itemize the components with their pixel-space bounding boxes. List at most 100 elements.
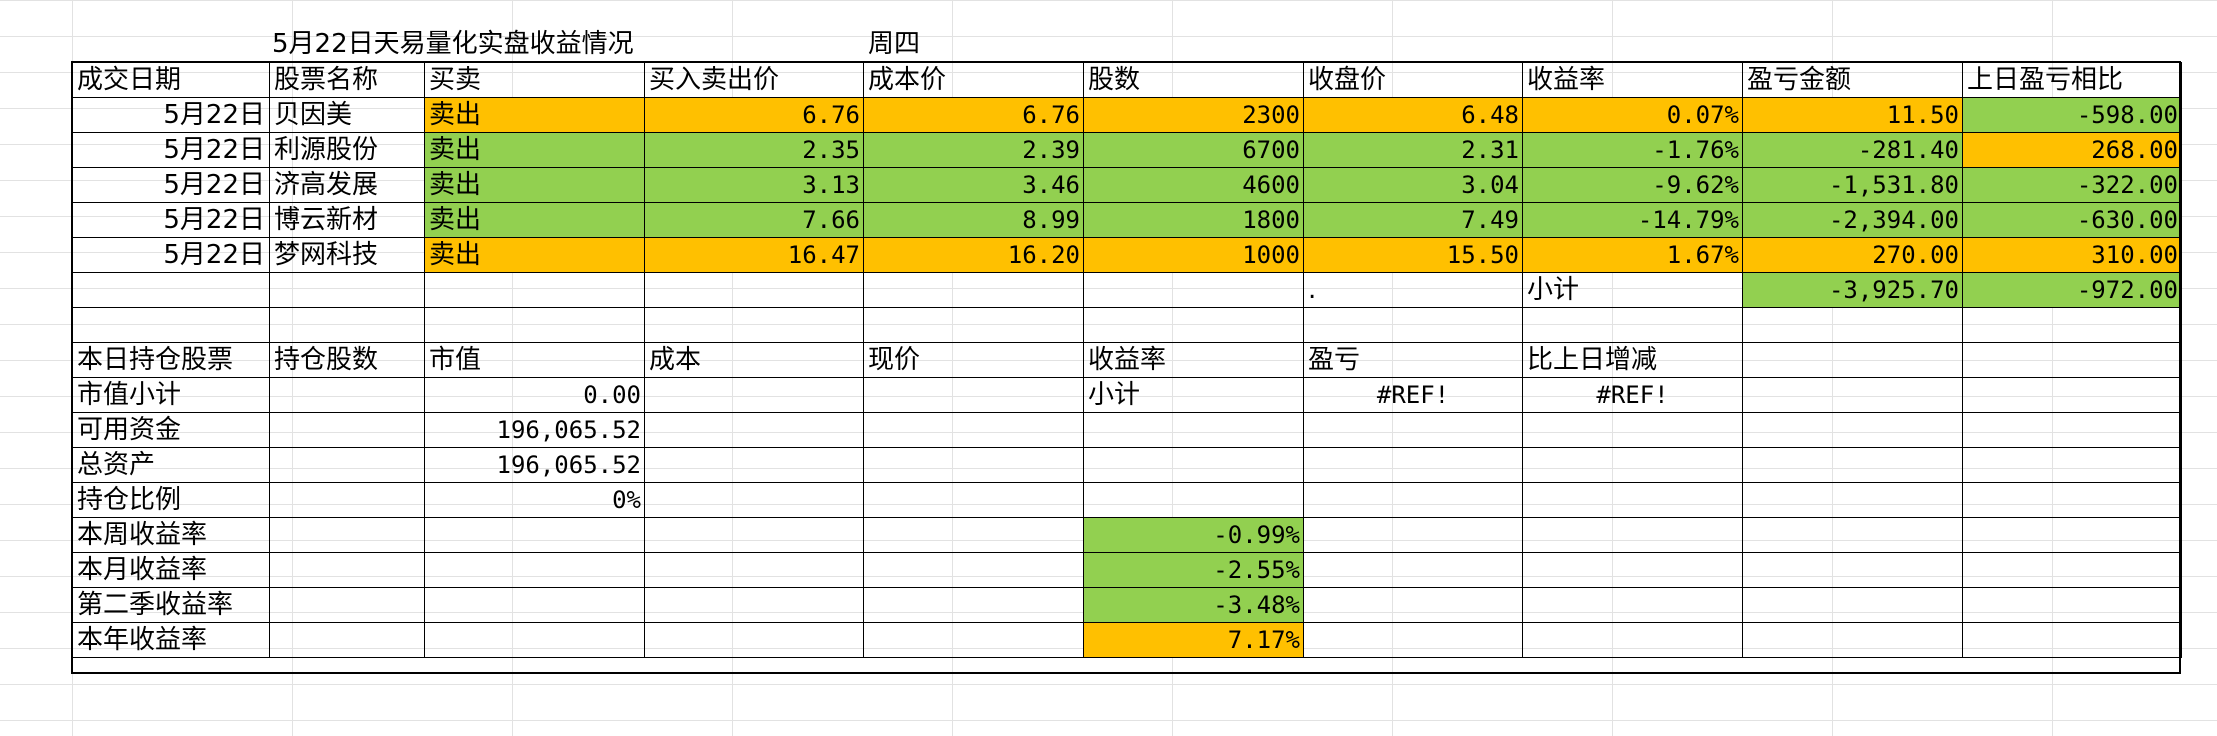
vs-prev-cell[interactable]: -630.00 — [1962, 202, 2182, 238]
empty-cell[interactable] — [1303, 552, 1523, 588]
close-cell[interactable]: 2.31 — [1303, 132, 1523, 168]
holdings-header-shares[interactable]: 持仓股数 — [269, 342, 425, 378]
vs-prev-cell[interactable]: 310.00 — [1962, 237, 2182, 273]
empty-cell[interactable] — [863, 412, 1084, 448]
empty-cell[interactable] — [1742, 307, 1963, 343]
empty-cell[interactable] — [1962, 377, 2182, 413]
empty-cell[interactable] — [269, 552, 425, 588]
empty-cell[interactable] — [1742, 342, 1963, 378]
pnl-cell[interactable]: 270.00 — [1742, 237, 1963, 273]
empty-cell[interactable] — [1303, 482, 1523, 518]
empty-cell[interactable] — [269, 482, 425, 518]
empty-cell[interactable] — [424, 552, 645, 588]
change-ref-cell[interactable]: #REF! — [1522, 377, 1743, 413]
col-header-close[interactable]: 收盘价 — [1303, 62, 1523, 98]
vs-prev-cell[interactable]: -322.00 — [1962, 167, 2182, 203]
empty-cell[interactable] — [863, 622, 1084, 658]
empty-cell[interactable] — [1522, 552, 1743, 588]
empty-cell[interactable] — [269, 272, 425, 308]
holdings-header-change[interactable]: 比上日增减 — [1522, 342, 1743, 378]
week-return-cell[interactable]: -0.99% — [1083, 517, 1304, 553]
empty-cell[interactable] — [1962, 447, 2182, 483]
empty-cell[interactable] — [1962, 412, 2182, 448]
cost-cell[interactable]: 6.76 — [863, 97, 1084, 133]
stock-name-cell[interactable]: 济高发展 — [269, 167, 425, 203]
close-cell[interactable]: 6.48 — [1303, 97, 1523, 133]
week-return-label[interactable]: 本周收益率 — [72, 517, 270, 553]
action-cell[interactable]: 卖出 — [424, 97, 645, 133]
pnl-ref-cell[interactable]: #REF! — [1303, 377, 1523, 413]
trade-date-cell[interactable]: 5月22日 — [72, 237, 270, 273]
empty-cell[interactable] — [1742, 517, 1963, 553]
market-value-cell[interactable]: 0.00 — [424, 377, 645, 413]
return-cell[interactable]: 0.07% — [1522, 97, 1743, 133]
empty-cell[interactable] — [1962, 587, 2182, 623]
action-cell[interactable]: 卖出 — [424, 132, 645, 168]
col-header-date[interactable]: 成交日期 — [72, 62, 270, 98]
close-cell[interactable]: 15.50 — [1303, 237, 1523, 273]
empty-cell[interactable] — [863, 307, 1084, 343]
empty-cell[interactable] — [1083, 412, 1304, 448]
empty-cell[interactable] — [1742, 377, 1963, 413]
empty-cell[interactable] — [644, 272, 864, 308]
cash-label[interactable]: 可用资金 — [72, 412, 270, 448]
empty-cell[interactable] — [1742, 552, 1963, 588]
shares-cell[interactable]: 4600 — [1083, 167, 1304, 203]
action-cell[interactable]: 卖出 — [424, 167, 645, 203]
empty-cell[interactable] — [1742, 622, 1963, 658]
price-cell[interactable]: 2.35 — [644, 132, 864, 168]
empty-cell[interactable] — [644, 552, 864, 588]
col-header-action[interactable]: 买卖 — [424, 62, 645, 98]
empty-cell[interactable] — [863, 377, 1084, 413]
empty-cell[interactable] — [863, 272, 1084, 308]
empty-cell[interactable] — [1522, 482, 1743, 518]
holdings-header-price[interactable]: 现价 — [863, 342, 1084, 378]
close-cell[interactable]: 7.49 — [1303, 202, 1523, 238]
assets-cell[interactable]: 196,065.52 — [424, 447, 645, 483]
shares-cell[interactable]: 1800 — [1083, 202, 1304, 238]
holdings-header-pnl[interactable]: 盈亏 — [1303, 342, 1523, 378]
dot-cell[interactable]: . — [1303, 272, 1523, 308]
empty-cell[interactable] — [72, 272, 270, 308]
empty-cell[interactable] — [644, 587, 864, 623]
assets-label[interactable]: 总资产 — [72, 447, 270, 483]
empty-cell[interactable] — [1303, 587, 1523, 623]
empty-cell[interactable] — [1742, 587, 1963, 623]
empty-cell[interactable] — [1303, 447, 1523, 483]
holdings-subtotal-label[interactable]: 小计 — [1083, 377, 1304, 413]
pnl-cell[interactable]: -281.40 — [1742, 132, 1963, 168]
holdings-header-cost[interactable]: 成本 — [644, 342, 864, 378]
holdings-header-stock[interactable]: 本日持仓股票 — [72, 342, 270, 378]
empty-cell[interactable] — [1083, 447, 1304, 483]
stock-name-cell[interactable]: 利源股份 — [269, 132, 425, 168]
trade-date-cell[interactable]: 5月22日 — [72, 132, 270, 168]
year-return-cell[interactable]: 7.17% — [1083, 622, 1304, 658]
pnl-cell[interactable]: -1,531.80 — [1742, 167, 1963, 203]
empty-cell[interactable] — [644, 377, 864, 413]
pnl-cell[interactable]: 11.50 — [1742, 97, 1963, 133]
holdings-header-market-value[interactable]: 市值 — [424, 342, 645, 378]
empty-cell[interactable] — [1962, 482, 2182, 518]
empty-cell[interactable] — [1303, 517, 1523, 553]
empty-cell[interactable] — [269, 412, 425, 448]
empty-cell[interactable] — [424, 307, 645, 343]
shares-cell[interactable]: 2300 — [1083, 97, 1304, 133]
cost-cell[interactable]: 8.99 — [863, 202, 1084, 238]
subtotal-pnl-cell[interactable]: -3,925.70 — [1742, 272, 1963, 308]
holdings-header-return[interactable]: 收益率 — [1083, 342, 1304, 378]
empty-cell[interactable] — [1522, 412, 1743, 448]
year-return-label[interactable]: 本年收益率 — [72, 622, 270, 658]
ratio-cell[interactable]: 0% — [424, 482, 645, 518]
empty-cell[interactable] — [424, 272, 645, 308]
shares-cell[interactable]: 1000 — [1083, 237, 1304, 273]
empty-cell[interactable] — [863, 447, 1084, 483]
empty-cell[interactable] — [1522, 447, 1743, 483]
shares-cell[interactable]: 6700 — [1083, 132, 1304, 168]
month-return-label[interactable]: 本月收益率 — [72, 552, 270, 588]
empty-cell[interactable] — [644, 447, 864, 483]
empty-cell[interactable] — [863, 552, 1084, 588]
col-header-price[interactable]: 买入卖出价 — [644, 62, 864, 98]
cost-cell[interactable]: 2.39 — [863, 132, 1084, 168]
empty-cell[interactable] — [1522, 517, 1743, 553]
close-cell[interactable]: 3.04 — [1303, 167, 1523, 203]
